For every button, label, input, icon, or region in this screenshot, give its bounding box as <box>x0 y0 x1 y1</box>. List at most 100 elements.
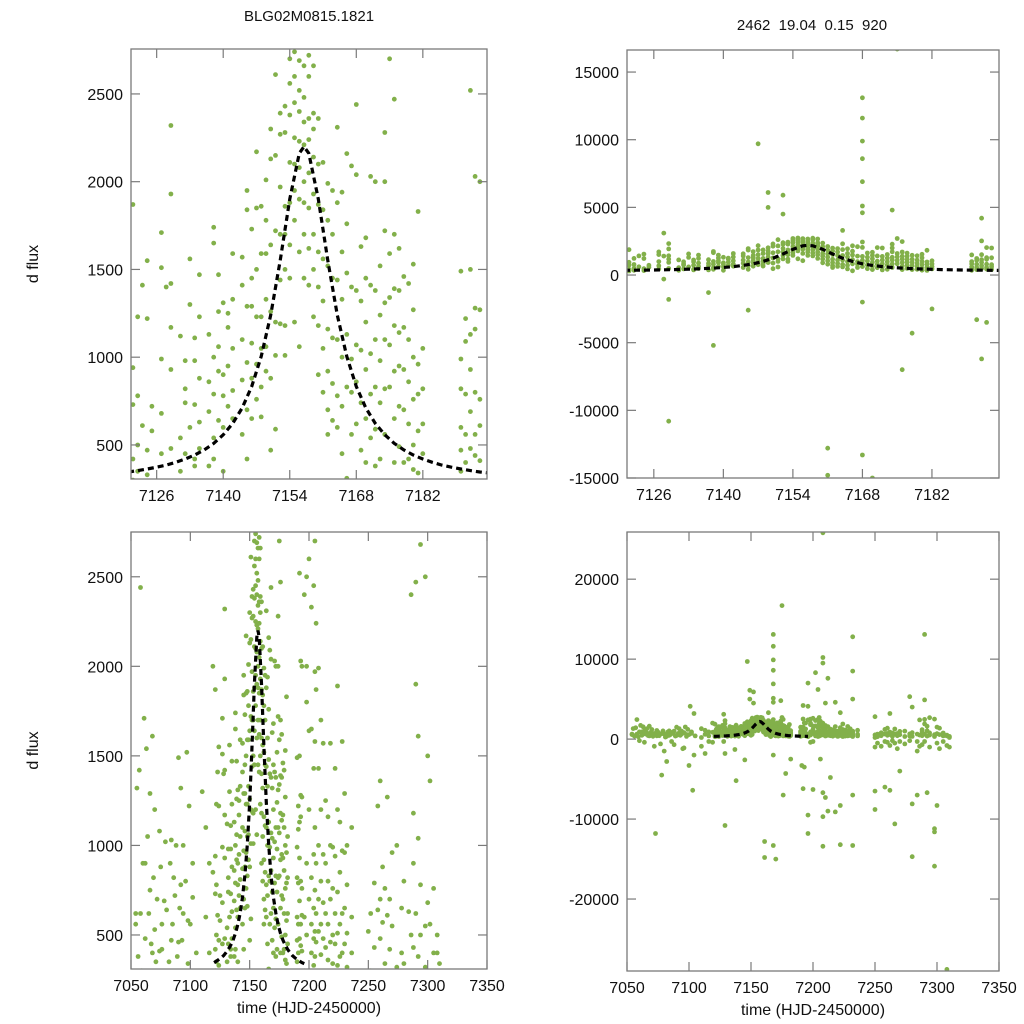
data-point <box>666 241 672 247</box>
data-point <box>377 312 383 318</box>
data-point <box>391 368 397 374</box>
data-point <box>463 460 468 465</box>
y-tick-label: 2500 <box>87 87 123 104</box>
data-point <box>780 792 786 798</box>
data-point <box>810 787 816 792</box>
data-point <box>206 463 212 469</box>
data-point <box>334 277 340 283</box>
data-point <box>339 354 345 360</box>
data-point <box>999 401 1004 406</box>
data-point <box>296 58 302 63</box>
data-point <box>259 771 264 777</box>
data-point <box>835 249 840 255</box>
data-point <box>999 178 1004 183</box>
data-point <box>830 256 835 262</box>
data-point <box>845 262 850 268</box>
data-point <box>248 637 254 642</box>
data-point <box>671 728 677 734</box>
data-point <box>265 941 270 947</box>
data-point <box>437 961 442 966</box>
data-point <box>865 266 870 272</box>
data-point <box>309 726 314 732</box>
data-point <box>244 903 250 909</box>
data-point <box>810 253 816 259</box>
data-point <box>328 939 333 945</box>
data-point <box>216 963 222 968</box>
data-point <box>800 786 806 792</box>
data-point <box>301 592 307 598</box>
data-point <box>907 738 913 744</box>
data-point <box>334 200 340 206</box>
data-point <box>979 215 984 221</box>
data-point <box>311 936 317 941</box>
data-point <box>280 760 286 766</box>
data-point <box>396 246 402 251</box>
data-point <box>144 746 149 752</box>
data-point <box>420 346 426 351</box>
data-point <box>265 893 270 898</box>
data-point <box>914 253 920 259</box>
data-point <box>344 221 350 227</box>
data-point <box>919 262 925 268</box>
data-point <box>410 354 416 360</box>
data-point <box>721 254 726 260</box>
data-point <box>306 282 312 288</box>
data-point <box>249 340 255 346</box>
data-point <box>790 253 796 258</box>
data-point <box>294 844 300 850</box>
data-point <box>168 123 174 128</box>
data-point <box>699 726 704 732</box>
data-point <box>255 762 261 768</box>
data-point <box>762 839 767 844</box>
data-point <box>250 586 256 592</box>
data-point <box>149 403 155 409</box>
data-point <box>192 456 198 462</box>
data-point <box>636 253 642 259</box>
data-point <box>197 446 202 451</box>
data-point <box>633 725 639 731</box>
data-point <box>332 766 338 771</box>
data-point <box>458 425 464 430</box>
data-point <box>775 249 781 255</box>
data-point <box>301 119 307 125</box>
data-point <box>296 196 302 202</box>
data-point <box>894 746 900 752</box>
data-point <box>984 256 989 262</box>
data-point <box>282 267 288 272</box>
data-point <box>242 828 248 834</box>
data-point <box>413 681 419 687</box>
data-point <box>150 733 155 739</box>
data-point <box>260 785 266 791</box>
data-point <box>860 239 865 245</box>
data-point <box>387 251 392 256</box>
data-point <box>273 954 279 959</box>
data-point <box>246 703 251 709</box>
data-point <box>382 179 388 185</box>
data-point <box>406 421 411 427</box>
data-point <box>358 400 364 406</box>
data-point <box>330 844 336 850</box>
data-point <box>292 100 297 106</box>
data-point <box>646 262 652 268</box>
data-point <box>664 759 670 764</box>
data-point <box>342 905 347 911</box>
data-point <box>825 261 831 267</box>
data-point <box>260 644 266 649</box>
data-point <box>220 300 226 306</box>
data-point <box>755 141 761 147</box>
data-point <box>860 203 865 209</box>
data-point <box>301 179 307 185</box>
data-point <box>401 878 407 884</box>
data-point <box>418 882 423 888</box>
data-point <box>237 834 243 839</box>
data-point <box>320 207 326 213</box>
data-point <box>297 570 302 576</box>
data-point <box>760 263 766 269</box>
data-point <box>241 946 247 952</box>
data-point <box>152 927 158 932</box>
data-point <box>770 243 776 249</box>
data-point <box>845 251 850 256</box>
x-tick-label: 7350 <box>469 978 505 995</box>
data-point <box>176 755 181 761</box>
data-point <box>892 726 898 732</box>
